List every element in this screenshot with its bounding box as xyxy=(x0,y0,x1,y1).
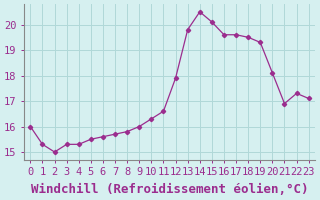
X-axis label: Windchill (Refroidissement éolien,°C): Windchill (Refroidissement éolien,°C) xyxy=(31,183,308,196)
